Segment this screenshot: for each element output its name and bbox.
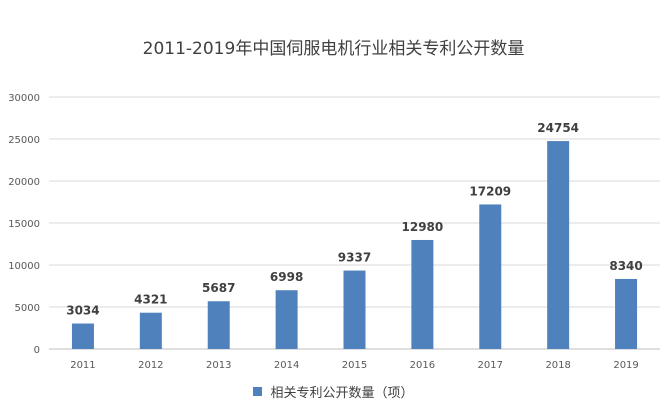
data-label: 12980 <box>402 220 444 234</box>
bar <box>615 278 638 349</box>
data-label: 9337 <box>338 251 371 265</box>
x-tick-label: 2014 <box>274 360 299 371</box>
x-tick-label: 2018 <box>545 360 570 371</box>
data-label: 5687 <box>202 281 235 295</box>
bar <box>71 323 94 349</box>
data-label: 4321 <box>134 293 167 307</box>
x-tick-label: 2012 <box>138 360 163 371</box>
data-label: 24754 <box>537 121 579 135</box>
x-tick-label: 2019 <box>613 360 638 371</box>
bar <box>139 312 162 349</box>
y-tick-label: 5000 <box>15 303 40 314</box>
chart-title: 2011-2019年中国伺服电机行业相关专利公开数量 <box>142 39 525 59</box>
legend: 相关专利公开数量（项） <box>0 382 667 401</box>
y-tick-label: 0 <box>34 345 40 356</box>
y-tick-label: 20000 <box>8 177 40 188</box>
bar <box>275 290 298 349</box>
bar <box>479 204 502 349</box>
bar <box>207 301 230 349</box>
x-tick-label: 2011 <box>70 360 95 371</box>
data-label: 6998 <box>270 270 303 284</box>
bar <box>547 141 570 349</box>
data-label: 8340 <box>609 259 642 273</box>
y-tick-label: 10000 <box>8 261 40 272</box>
x-tick-label: 2017 <box>478 360 503 371</box>
y-tick-label: 15000 <box>8 219 40 230</box>
x-tick-label: 2015 <box>342 360 367 371</box>
y-tick-label: 25000 <box>8 135 40 146</box>
y-tick-label: 30000 <box>8 93 40 104</box>
data-label: 17209 <box>469 184 511 198</box>
bar <box>411 239 434 349</box>
x-tick-label: 2016 <box>410 360 435 371</box>
x-tick-label: 2013 <box>206 360 231 371</box>
data-label: 3034 <box>66 304 99 318</box>
legend-swatch <box>253 387 263 396</box>
bar <box>343 270 366 349</box>
legend-label: 相关专利公开数量（项） <box>270 386 414 401</box>
